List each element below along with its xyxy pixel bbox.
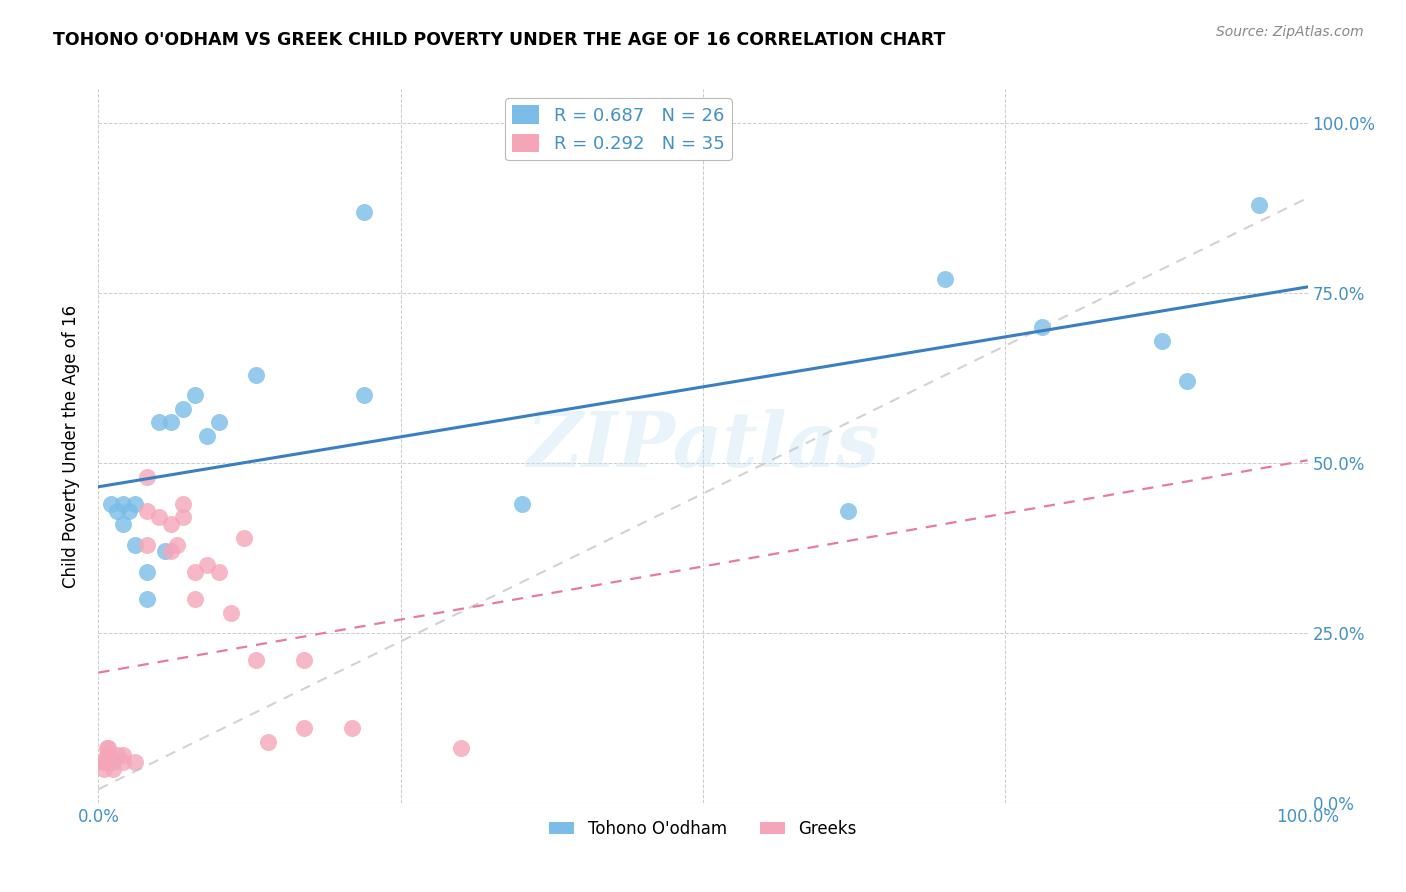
Point bbox=[96, 755, 118, 769]
Point bbox=[148, 415, 170, 429]
Y-axis label: Child Poverty Under the Age of 16: Child Poverty Under the Age of 16 bbox=[62, 304, 80, 588]
Point bbox=[1152, 334, 1174, 348]
Point bbox=[135, 591, 157, 606]
Point bbox=[118, 503, 141, 517]
Point bbox=[353, 388, 375, 402]
Legend: Tohono O'odham, Greeks: Tohono O'odham, Greeks bbox=[543, 814, 863, 845]
Point bbox=[153, 544, 176, 558]
Point bbox=[101, 762, 124, 776]
Point bbox=[208, 565, 231, 579]
Point bbox=[111, 755, 134, 769]
Point bbox=[96, 741, 118, 756]
Point bbox=[172, 401, 194, 416]
Point bbox=[221, 606, 243, 620]
Point bbox=[93, 755, 115, 769]
Point bbox=[292, 653, 315, 667]
Point bbox=[148, 510, 170, 524]
Point bbox=[105, 503, 128, 517]
Point bbox=[124, 755, 146, 769]
Point bbox=[837, 503, 859, 517]
Point bbox=[124, 537, 146, 551]
Point bbox=[184, 591, 207, 606]
Point bbox=[195, 558, 218, 572]
Point bbox=[101, 755, 124, 769]
Point bbox=[93, 755, 115, 769]
Point bbox=[292, 721, 315, 735]
Point bbox=[93, 762, 115, 776]
Point bbox=[353, 204, 375, 219]
Point bbox=[135, 503, 157, 517]
Point bbox=[184, 388, 207, 402]
Point bbox=[245, 653, 267, 667]
Point bbox=[105, 748, 128, 763]
Point bbox=[510, 497, 533, 511]
Point bbox=[208, 415, 231, 429]
Point bbox=[256, 734, 278, 748]
Point bbox=[111, 517, 134, 532]
Point bbox=[160, 415, 183, 429]
Point bbox=[135, 469, 157, 483]
Text: ZIPatlas: ZIPatlas bbox=[526, 409, 880, 483]
Point bbox=[184, 565, 207, 579]
Point bbox=[934, 272, 956, 286]
Point bbox=[111, 497, 134, 511]
Point bbox=[135, 537, 157, 551]
Point bbox=[245, 368, 267, 382]
Point bbox=[124, 497, 146, 511]
Point bbox=[172, 510, 194, 524]
Point bbox=[160, 517, 183, 532]
Point bbox=[1249, 198, 1271, 212]
Point bbox=[97, 748, 120, 763]
Point bbox=[232, 531, 254, 545]
Point bbox=[135, 565, 157, 579]
Text: TOHONO O'ODHAM VS GREEK CHILD POVERTY UNDER THE AGE OF 16 CORRELATION CHART: TOHONO O'ODHAM VS GREEK CHILD POVERTY UN… bbox=[53, 31, 946, 49]
Point bbox=[342, 721, 364, 735]
Point bbox=[100, 497, 122, 511]
Point bbox=[195, 429, 218, 443]
Point bbox=[111, 748, 134, 763]
Point bbox=[1175, 375, 1198, 389]
Point bbox=[166, 537, 188, 551]
Text: Source: ZipAtlas.com: Source: ZipAtlas.com bbox=[1216, 25, 1364, 39]
Point bbox=[96, 748, 118, 763]
Point bbox=[97, 741, 120, 756]
Point bbox=[450, 741, 472, 756]
Point bbox=[160, 544, 183, 558]
Point bbox=[1031, 320, 1053, 334]
Point bbox=[172, 497, 194, 511]
